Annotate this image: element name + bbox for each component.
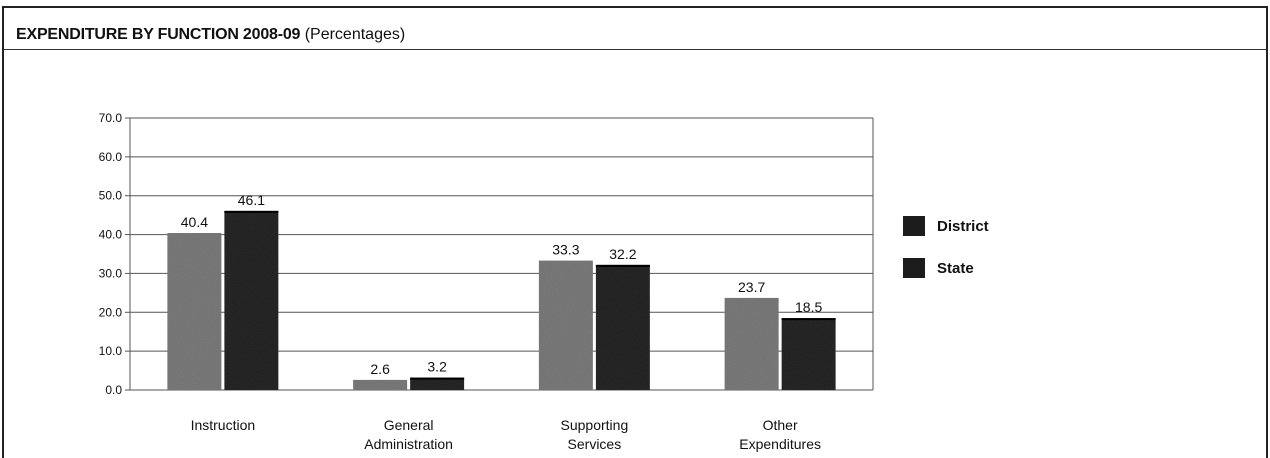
ytick-label: 0.0 xyxy=(105,383,122,397)
bar-state-1 xyxy=(410,377,465,390)
bar-district-3 xyxy=(724,297,779,390)
legend-swatch-state xyxy=(903,258,925,278)
bar-district-2 xyxy=(538,260,593,390)
bar-state-3 xyxy=(781,318,836,390)
ytick-label: 70.0 xyxy=(99,111,123,125)
data-label-district-0: 40.4 xyxy=(181,214,208,230)
chart-title-unit: (Percentages) xyxy=(304,26,406,43)
category-label: Other xyxy=(763,417,798,433)
data-label-state-1: 3.2 xyxy=(427,359,447,375)
bar-state-2 xyxy=(595,264,650,390)
bars xyxy=(167,210,836,390)
category-label: Services xyxy=(568,436,622,452)
data-label-district-1: 2.6 xyxy=(370,361,390,377)
data-label-state-0: 46.1 xyxy=(238,192,265,208)
category-label: Administration xyxy=(364,436,453,452)
chart-title: EXPENDITURE BY FUNCTION 2008-09 (Percent… xyxy=(4,8,1266,50)
bar-district-1 xyxy=(353,379,408,390)
category-label: Expenditures xyxy=(739,436,821,452)
ytick-label: 20.0 xyxy=(99,305,123,319)
ytick-label: 30.0 xyxy=(99,266,123,280)
legend-swatch-district xyxy=(903,216,925,236)
chart-title-main: EXPENDITURE BY FUNCTION 2008-09 xyxy=(16,26,301,43)
category-label: General xyxy=(384,417,434,433)
data-labels: 40.4 46.1 2.6 3.2 33.3 32.2 23.7 18.5 xyxy=(181,192,823,377)
bar-district-0 xyxy=(167,233,222,390)
data-label-state-3: 18.5 xyxy=(795,299,822,315)
bar-state-0 xyxy=(224,210,279,390)
chart-panel: EXPENDITURE BY FUNCTION 2008-09 (Percent… xyxy=(2,6,1268,458)
legend-label-district: District xyxy=(937,218,989,235)
x-axis-categories: Instruction General Administration Supporti… xyxy=(191,417,821,452)
legend-label-state: State xyxy=(937,260,974,277)
ytick-label: 50.0 xyxy=(99,189,123,203)
data-label-state-2: 32.2 xyxy=(609,246,636,262)
category-label: Supporting xyxy=(561,417,629,433)
category-label: Instruction xyxy=(191,417,256,433)
data-label-district-2: 33.3 xyxy=(552,242,579,258)
y-axis-ticks: 0.0 10.0 20.0 30.0 40.0 50.0 60.0 70.0 xyxy=(99,111,123,397)
ytick-label: 60.0 xyxy=(99,150,123,164)
ytick-label: 10.0 xyxy=(99,344,123,358)
legend: District State xyxy=(903,216,989,278)
data-label-district-3: 23.7 xyxy=(738,279,765,295)
ytick-label: 40.0 xyxy=(99,228,123,242)
